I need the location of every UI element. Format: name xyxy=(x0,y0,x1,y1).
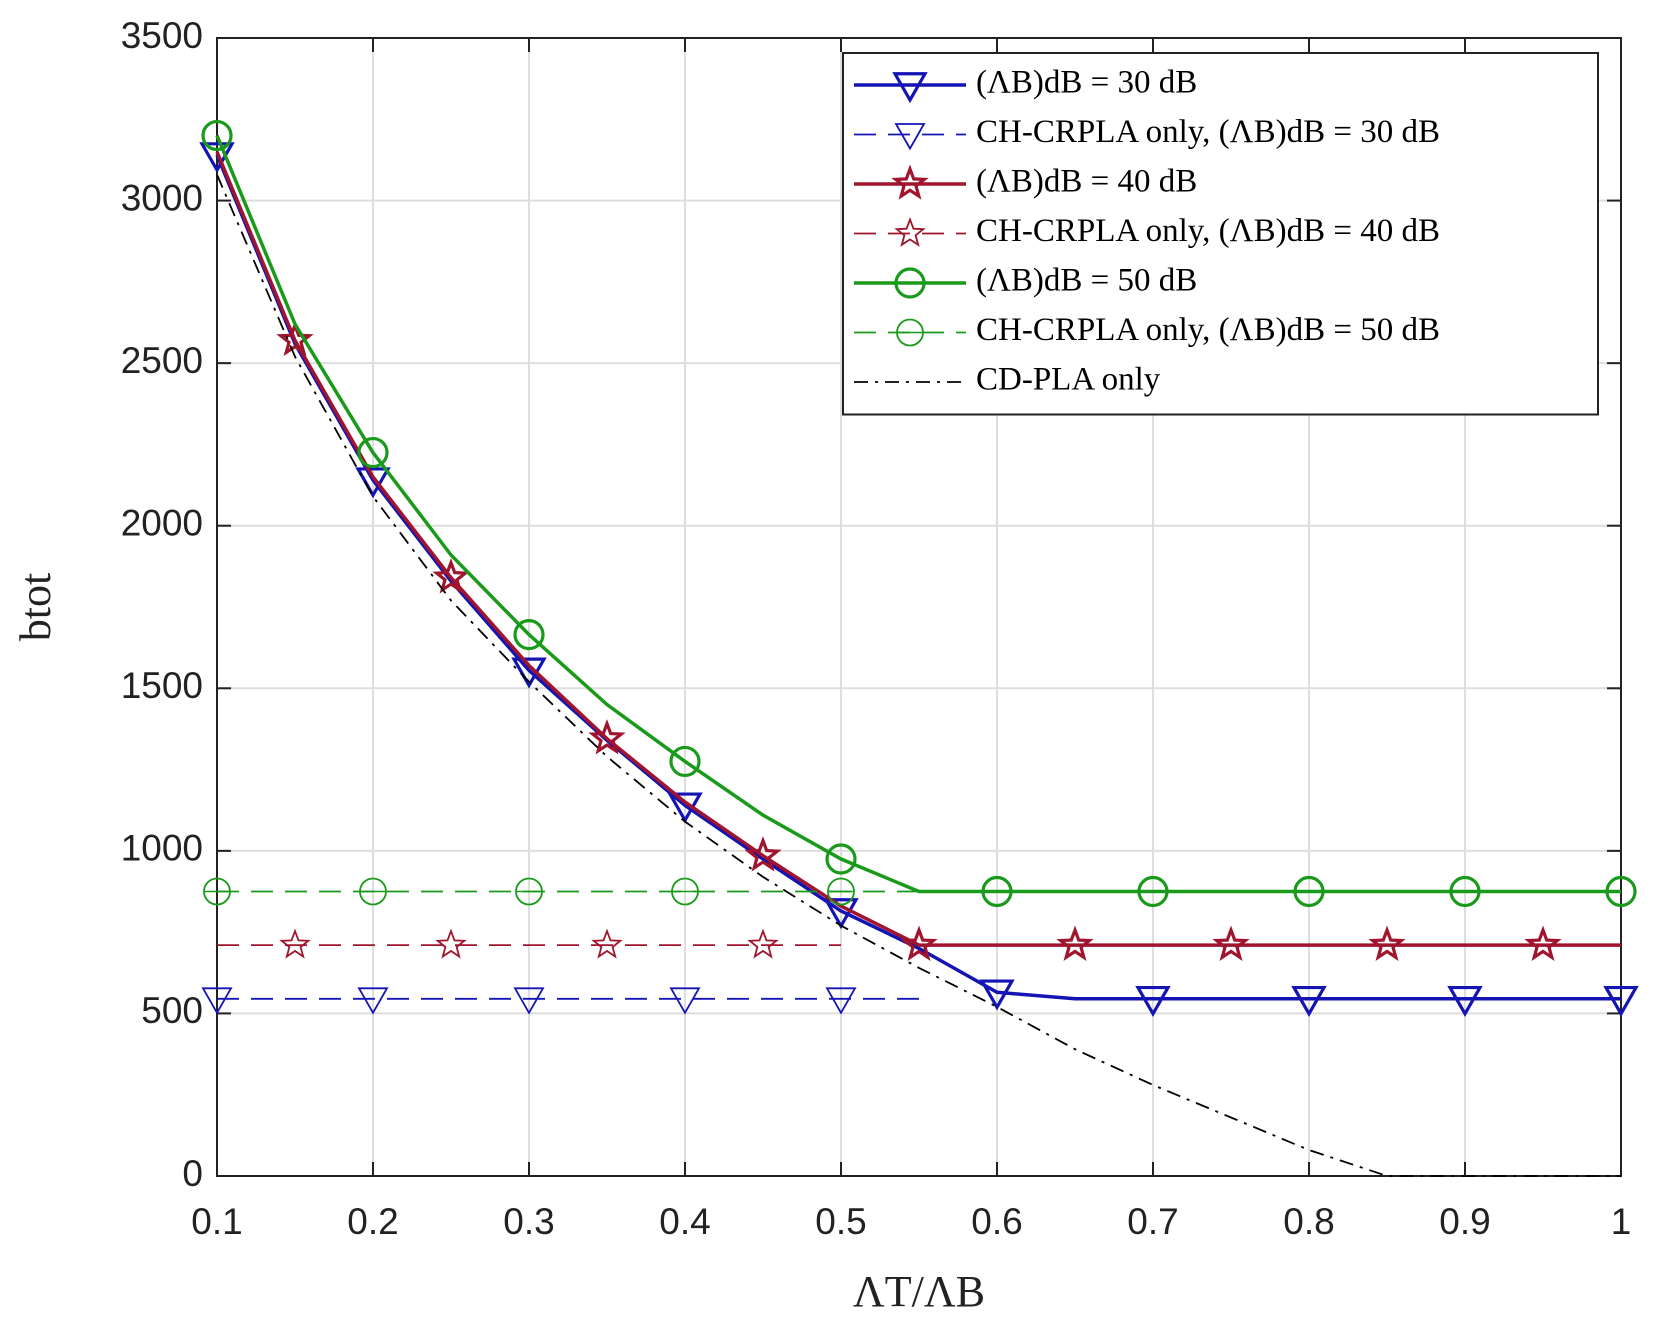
marker xyxy=(894,123,926,151)
marker xyxy=(671,877,699,906)
marker xyxy=(1447,985,1483,1018)
series-line xyxy=(215,151,1621,947)
marker xyxy=(827,877,855,906)
marker xyxy=(981,875,1013,908)
legend-label: CH-CRPLA only, (ΛB)dB = 40 dB xyxy=(976,213,1440,249)
marker xyxy=(591,928,623,959)
marker xyxy=(1605,875,1637,908)
y-tick-label: 2500 xyxy=(121,340,203,381)
y-tick-label: 3500 xyxy=(121,15,203,56)
marker xyxy=(1291,985,1327,1018)
marker xyxy=(1137,875,1169,908)
marker xyxy=(201,119,233,152)
legend-label: CD-PLA only xyxy=(976,362,1161,398)
x-tick-label: 0.1 xyxy=(191,1201,242,1242)
legend-box xyxy=(842,52,1599,416)
legend-label: (ΛB)dB = 50 dB xyxy=(976,263,1197,299)
x-tick-label: 0.5 xyxy=(815,1201,866,1242)
marker xyxy=(891,164,929,200)
marker xyxy=(203,877,231,906)
marker xyxy=(515,877,543,906)
marker xyxy=(892,72,928,104)
marker xyxy=(823,898,859,930)
x-tick-label: 0.6 xyxy=(971,1201,1022,1242)
y-tick-label: 2000 xyxy=(121,502,203,543)
marker xyxy=(357,987,389,1015)
marker xyxy=(896,318,924,347)
marker xyxy=(979,979,1015,1011)
y-tick-label: 1500 xyxy=(121,665,203,706)
x-tick-label: 0.4 xyxy=(659,1201,710,1242)
plot-frame xyxy=(216,37,1622,1177)
legend-label: CH-CRPLA only, (ΛB)dB = 50 dB xyxy=(976,312,1440,348)
marker xyxy=(359,877,387,906)
marker xyxy=(435,928,467,959)
series-line xyxy=(216,174,1621,1177)
marker xyxy=(669,987,701,1015)
marker xyxy=(1293,875,1325,908)
marker xyxy=(432,558,470,594)
y-tick-label: 0 xyxy=(182,1153,203,1194)
marker xyxy=(1056,925,1094,962)
marker xyxy=(357,436,389,469)
marker xyxy=(894,216,926,247)
y-tick-label: 3000 xyxy=(121,177,203,218)
marker xyxy=(1449,875,1481,908)
y-tick-label: 1000 xyxy=(121,828,203,869)
x-tick-label: 0.8 xyxy=(1283,1201,1334,1242)
x-tick-label: 0.2 xyxy=(347,1201,398,1242)
marker xyxy=(279,928,311,959)
y-tick-label: 500 xyxy=(141,990,203,1031)
marker xyxy=(588,719,626,755)
x-tick-label: 0.3 xyxy=(503,1201,554,1242)
legend-label: CH-CRPLA only, (ΛB)dB = 30 dB xyxy=(976,114,1440,150)
x-axis-label: ΛT/ΛB xyxy=(853,1267,985,1316)
x-tick-label: 1 xyxy=(1611,1201,1632,1242)
legend-label: (ΛB)dB = 30 dB xyxy=(976,65,1197,101)
series-line xyxy=(215,154,1621,1001)
legend-label: (ΛB)dB = 40 dB xyxy=(976,164,1197,200)
marker xyxy=(669,745,701,778)
marker xyxy=(1135,985,1171,1018)
marker xyxy=(1368,925,1406,962)
marker xyxy=(1212,925,1250,962)
marker xyxy=(1524,925,1562,962)
marker xyxy=(747,928,779,959)
marker xyxy=(1603,985,1639,1018)
marker xyxy=(201,987,233,1015)
marker xyxy=(900,925,938,962)
marker xyxy=(744,836,782,872)
marker xyxy=(513,619,545,651)
marker xyxy=(825,987,857,1015)
marker xyxy=(825,843,857,875)
y-axis-label: btot xyxy=(11,573,60,641)
marker xyxy=(894,267,926,299)
marker xyxy=(513,987,545,1015)
x-tick-label: 0.7 xyxy=(1127,1201,1178,1242)
marker xyxy=(276,320,314,357)
x-tick-label: 0.9 xyxy=(1439,1201,1490,1242)
